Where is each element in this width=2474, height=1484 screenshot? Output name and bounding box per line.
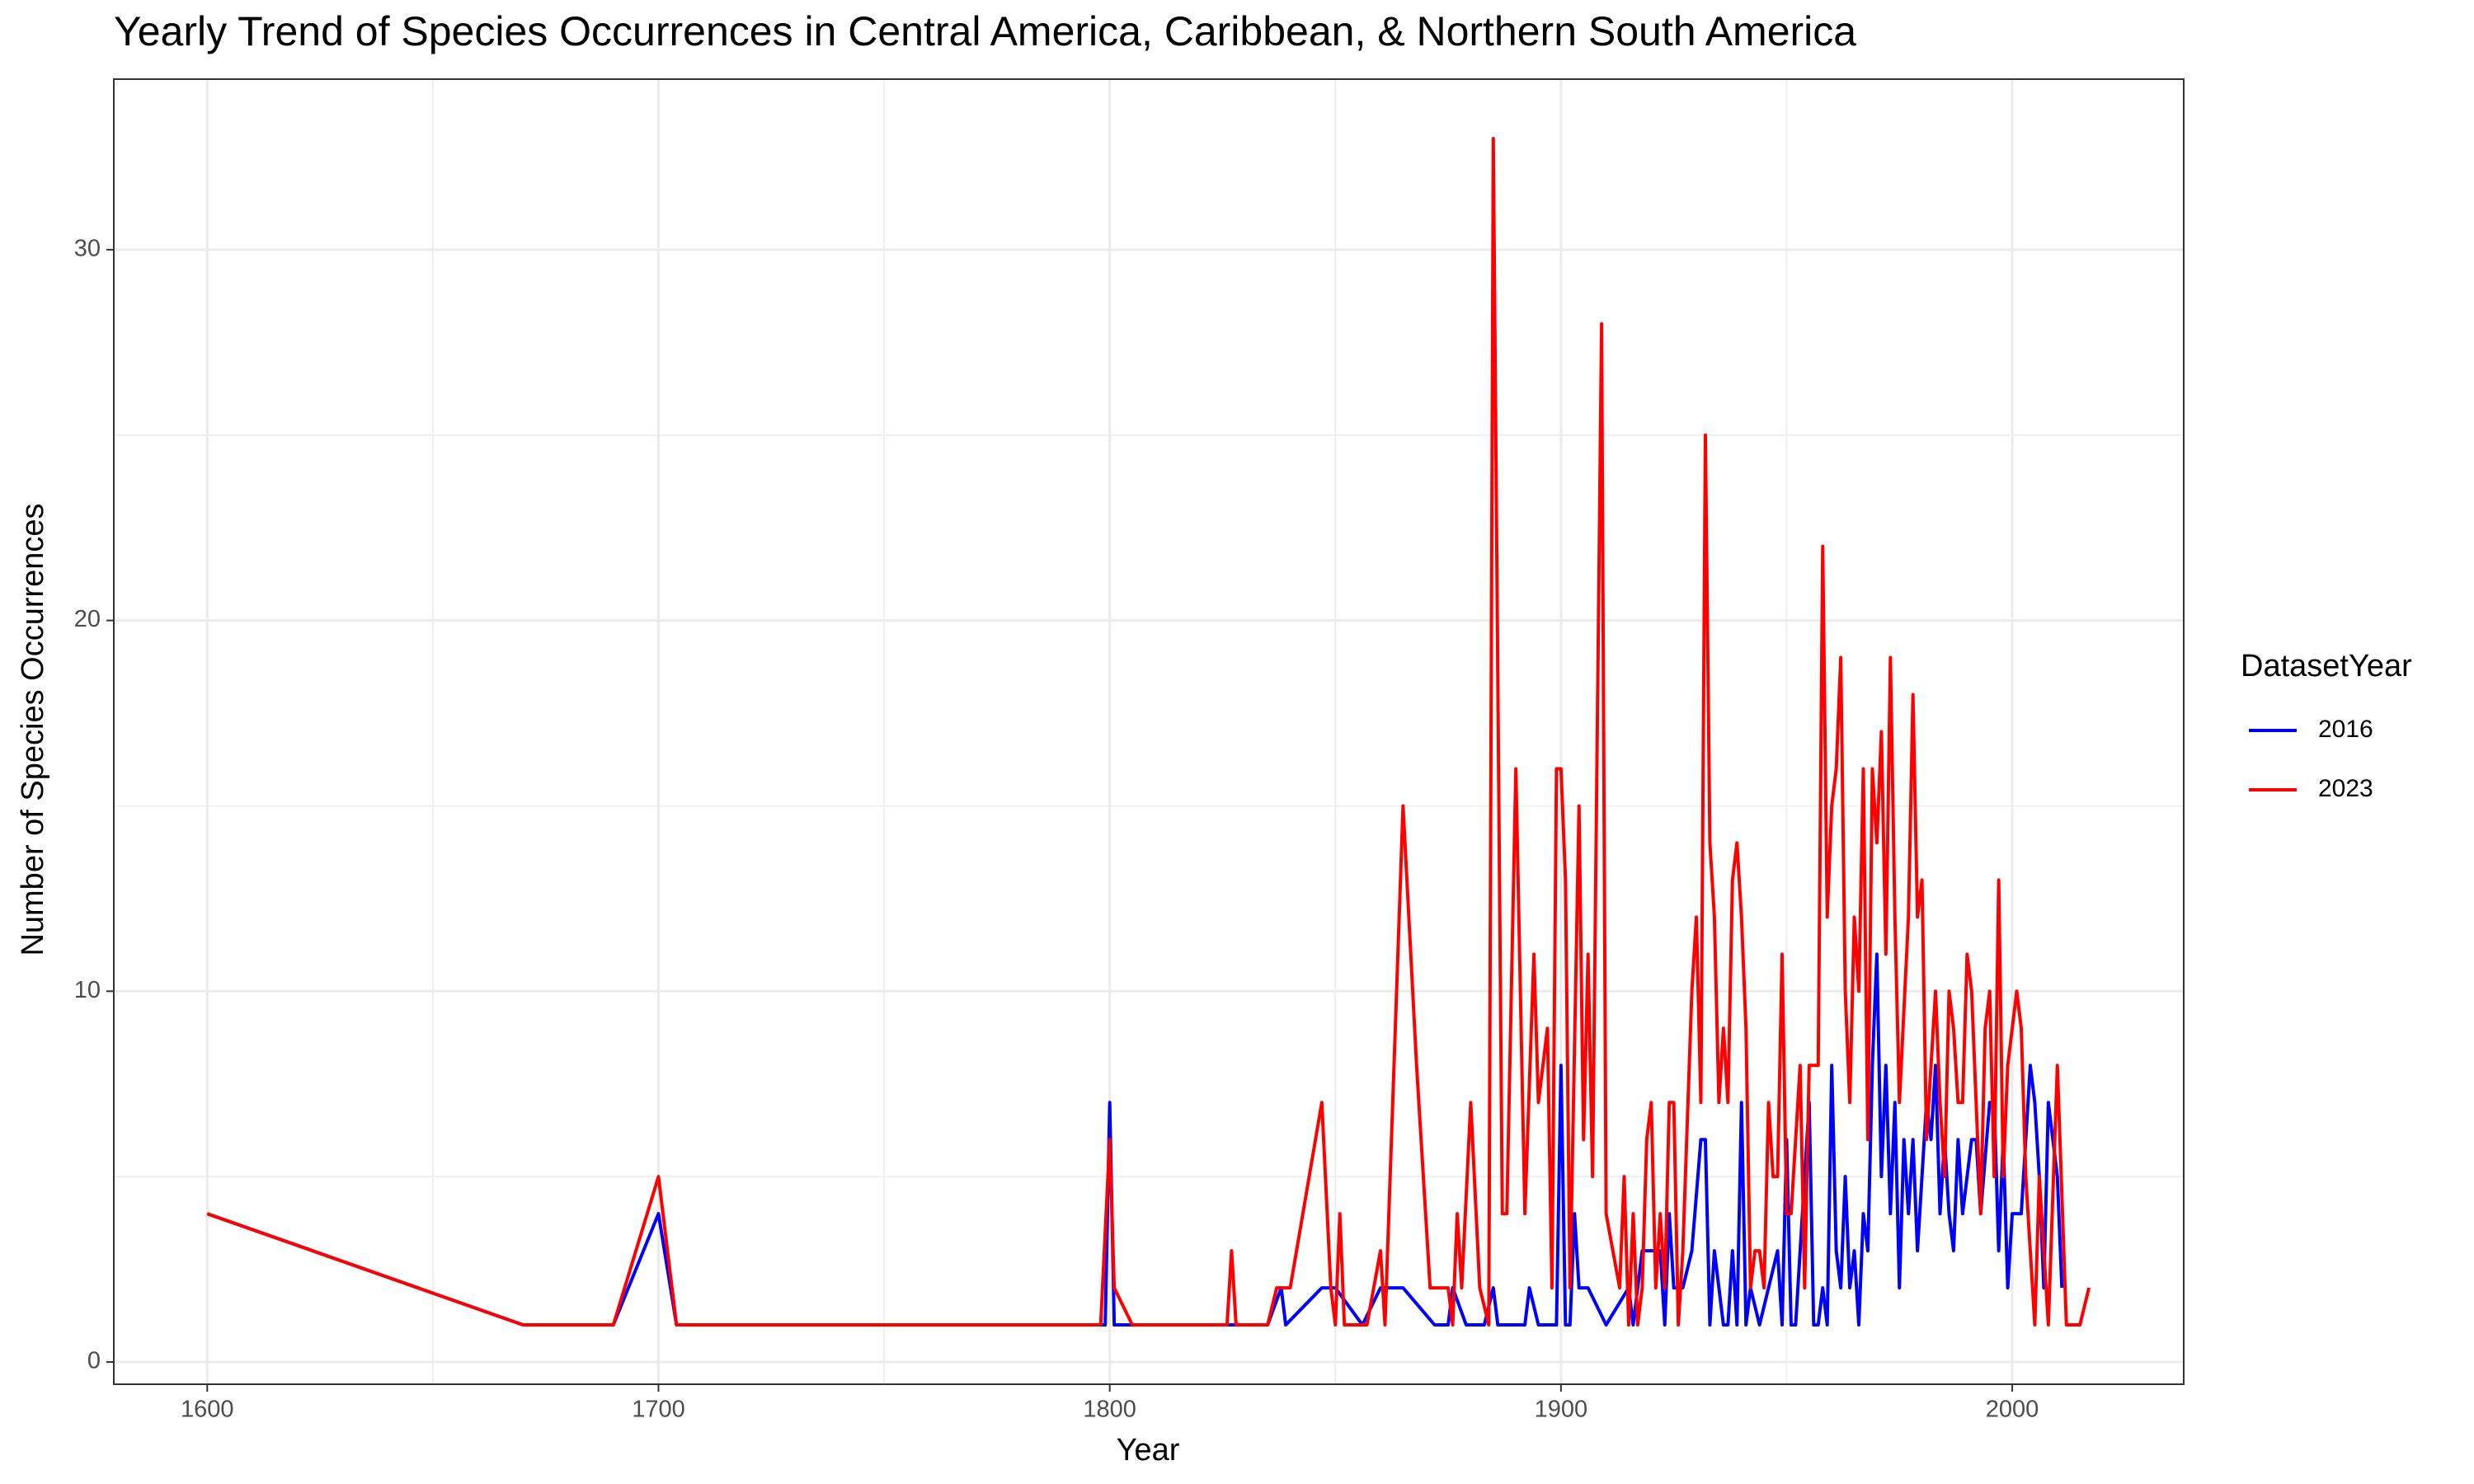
series-line <box>206 952 2064 1327</box>
x-tick-label: 2000 <box>1986 1397 2039 1423</box>
x-tick-label: 1700 <box>632 1397 685 1423</box>
chart-title: Yearly Trend of Species Occurrences in C… <box>114 8 1856 54</box>
legend-label: 2016 <box>2318 716 2373 743</box>
plot-border <box>113 78 2185 1385</box>
y-tick-label: 30 <box>74 236 101 262</box>
x-tick-label: 1800 <box>1083 1397 1136 1423</box>
y-tick-label: 0 <box>87 1348 101 1374</box>
x-tick-label: 1900 <box>1535 1397 1588 1423</box>
legend-label: 2023 <box>2318 775 2373 802</box>
y-axis-title: Number of Species Occurrences <box>16 503 50 956</box>
x-axis-title: Year <box>1117 1433 1180 1468</box>
y-tick-label: 20 <box>74 606 101 632</box>
series-line <box>206 136 2091 1327</box>
legend-title: DatasetYear <box>2241 649 2412 683</box>
x-tick-label: 1600 <box>181 1397 234 1423</box>
y-tick-label: 10 <box>74 977 101 1003</box>
